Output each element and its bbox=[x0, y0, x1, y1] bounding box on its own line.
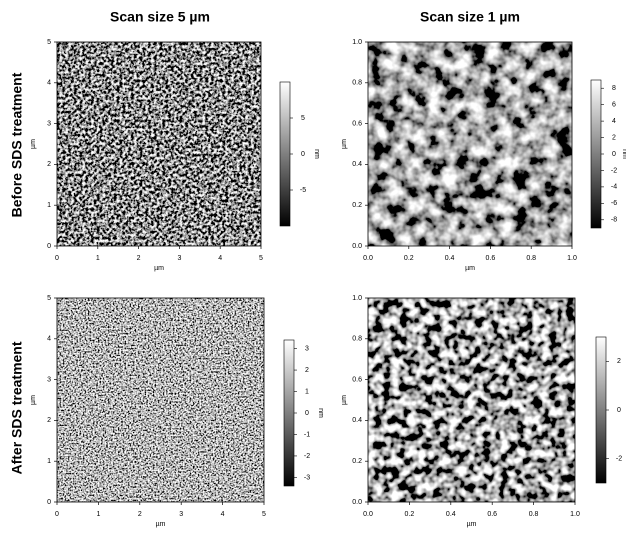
colorbar bbox=[590, 79, 602, 229]
y-tick-label: 4 bbox=[47, 80, 51, 87]
colorbar-tick-label: -2 bbox=[616, 456, 622, 463]
y-tick-label: 0.0 bbox=[352, 243, 362, 250]
y-tick-label: 0.2 bbox=[352, 458, 362, 465]
frame bbox=[367, 297, 576, 503]
x-tick-label: 0.6 bbox=[487, 511, 497, 518]
x-axis-label: µm bbox=[156, 521, 166, 528]
afm-image bbox=[368, 42, 572, 246]
y-tick-label: 2 bbox=[47, 417, 51, 424]
colorbar-tick-label: 2 bbox=[305, 367, 309, 374]
colorbar-tick-label: -4 bbox=[611, 184, 617, 191]
colorbar-tick-label: 3 bbox=[305, 345, 309, 352]
x-tick-label: 0 bbox=[55, 255, 59, 262]
y-tick-label: 3 bbox=[47, 120, 51, 127]
colorbar-tick-label: -3 bbox=[304, 474, 310, 481]
frame bbox=[56, 297, 265, 503]
row-title: Before SDS treatment bbox=[9, 72, 25, 217]
y-tick-label: 0 bbox=[47, 243, 51, 250]
x-tick-label: 0.2 bbox=[405, 511, 415, 518]
colorbar-tick-label: 6 bbox=[612, 102, 616, 109]
y-tick-label: 0.6 bbox=[352, 376, 362, 383]
x-tick-label: 4 bbox=[218, 255, 222, 262]
x-tick-label: 2 bbox=[138, 511, 142, 518]
colorbar-label: nm bbox=[621, 149, 626, 159]
y-tick-label: 0.8 bbox=[352, 80, 362, 87]
y-tick-label: 0.8 bbox=[352, 336, 362, 343]
colorbar-label: nm bbox=[317, 408, 324, 418]
x-tick-label: 1.0 bbox=[567, 255, 577, 262]
afm-image bbox=[368, 298, 575, 502]
colorbar-tick-label: 8 bbox=[612, 85, 616, 92]
colorbar-tick-label: 0 bbox=[301, 151, 305, 158]
x-tick-label: 1.0 bbox=[570, 511, 580, 518]
x-axis-label: µm bbox=[467, 521, 477, 528]
x-tick-label: 3 bbox=[179, 511, 183, 518]
colorbar-tick-label: -1 bbox=[304, 431, 310, 438]
y-tick-label: 1.0 bbox=[352, 39, 362, 46]
colorbar bbox=[283, 339, 295, 487]
y-axis-label: µm bbox=[341, 395, 348, 405]
y-tick-label: 5 bbox=[47, 39, 51, 46]
colorbar-tick-label: 5 bbox=[301, 115, 305, 122]
colorbar bbox=[279, 81, 291, 227]
x-tick-label: 0.4 bbox=[446, 511, 456, 518]
colorbar-tick-label: -8 bbox=[611, 217, 617, 224]
colorbar-tick-label: 2 bbox=[617, 358, 621, 365]
y-axis-label: µm bbox=[341, 139, 348, 149]
x-tick-label: 4 bbox=[221, 511, 225, 518]
x-tick-label: 0.8 bbox=[529, 511, 539, 518]
y-axis-label: µm bbox=[30, 139, 37, 149]
x-tick-label: 5 bbox=[259, 255, 263, 262]
x-tick-label: 1 bbox=[96, 255, 100, 262]
colorbar-label: nm bbox=[313, 149, 320, 159]
colorbar-tick-label: -5 bbox=[300, 187, 306, 194]
y-tick-label: 3 bbox=[47, 376, 51, 383]
x-tick-label: 2 bbox=[137, 255, 141, 262]
x-tick-label: 0.2 bbox=[404, 255, 414, 262]
x-tick-label: 0.6 bbox=[486, 255, 496, 262]
colorbar-tick-label: -2 bbox=[611, 167, 617, 174]
colorbar-tick-label: 4 bbox=[612, 118, 616, 125]
frame bbox=[56, 41, 262, 247]
y-tick-label: 0.0 bbox=[352, 499, 362, 506]
x-tick-label: 5 bbox=[262, 511, 266, 518]
x-tick-label: 0 bbox=[55, 511, 59, 518]
colorbar-tick-label: 0 bbox=[612, 151, 616, 158]
x-axis-label: µm bbox=[154, 265, 164, 272]
y-tick-label: 0.4 bbox=[352, 161, 362, 168]
afm-image bbox=[57, 42, 261, 246]
y-tick-label: 5 bbox=[47, 295, 51, 302]
row-title: After SDS treatment bbox=[9, 341, 25, 474]
colorbar-tick-label: -6 bbox=[611, 200, 617, 207]
y-tick-label: 1.0 bbox=[352, 295, 362, 302]
y-tick-label: 0.4 bbox=[352, 417, 362, 424]
y-tick-label: 1 bbox=[47, 202, 51, 209]
y-tick-label: 1 bbox=[47, 458, 51, 465]
afm-image bbox=[57, 298, 264, 502]
x-axis-label: µm bbox=[465, 265, 475, 272]
y-axis-label: µm bbox=[30, 395, 37, 405]
y-tick-label: 0.6 bbox=[352, 120, 362, 127]
colorbar-tick-label: 2 bbox=[612, 134, 616, 141]
y-tick-label: 0.2 bbox=[352, 202, 362, 209]
x-tick-label: 3 bbox=[177, 255, 181, 262]
frame bbox=[367, 41, 573, 247]
x-tick-label: 0.0 bbox=[363, 255, 373, 262]
colorbar-tick-label: 0 bbox=[617, 407, 621, 414]
x-tick-label: 0.8 bbox=[526, 255, 536, 262]
colorbar bbox=[595, 336, 607, 484]
y-tick-label: 4 bbox=[47, 336, 51, 343]
column-title: Scan size 5 µm bbox=[110, 9, 210, 25]
colorbar-tick-label: -2 bbox=[304, 453, 310, 460]
column-title: Scan size 1 µm bbox=[420, 9, 520, 25]
y-tick-label: 0 bbox=[47, 499, 51, 506]
y-tick-label: 2 bbox=[47, 161, 51, 168]
x-tick-label: 1 bbox=[96, 511, 100, 518]
colorbar-tick-label: 1 bbox=[305, 388, 309, 395]
x-tick-label: 0.0 bbox=[363, 511, 373, 518]
colorbar-tick-label: 0 bbox=[305, 410, 309, 417]
x-tick-label: 0.4 bbox=[445, 255, 455, 262]
